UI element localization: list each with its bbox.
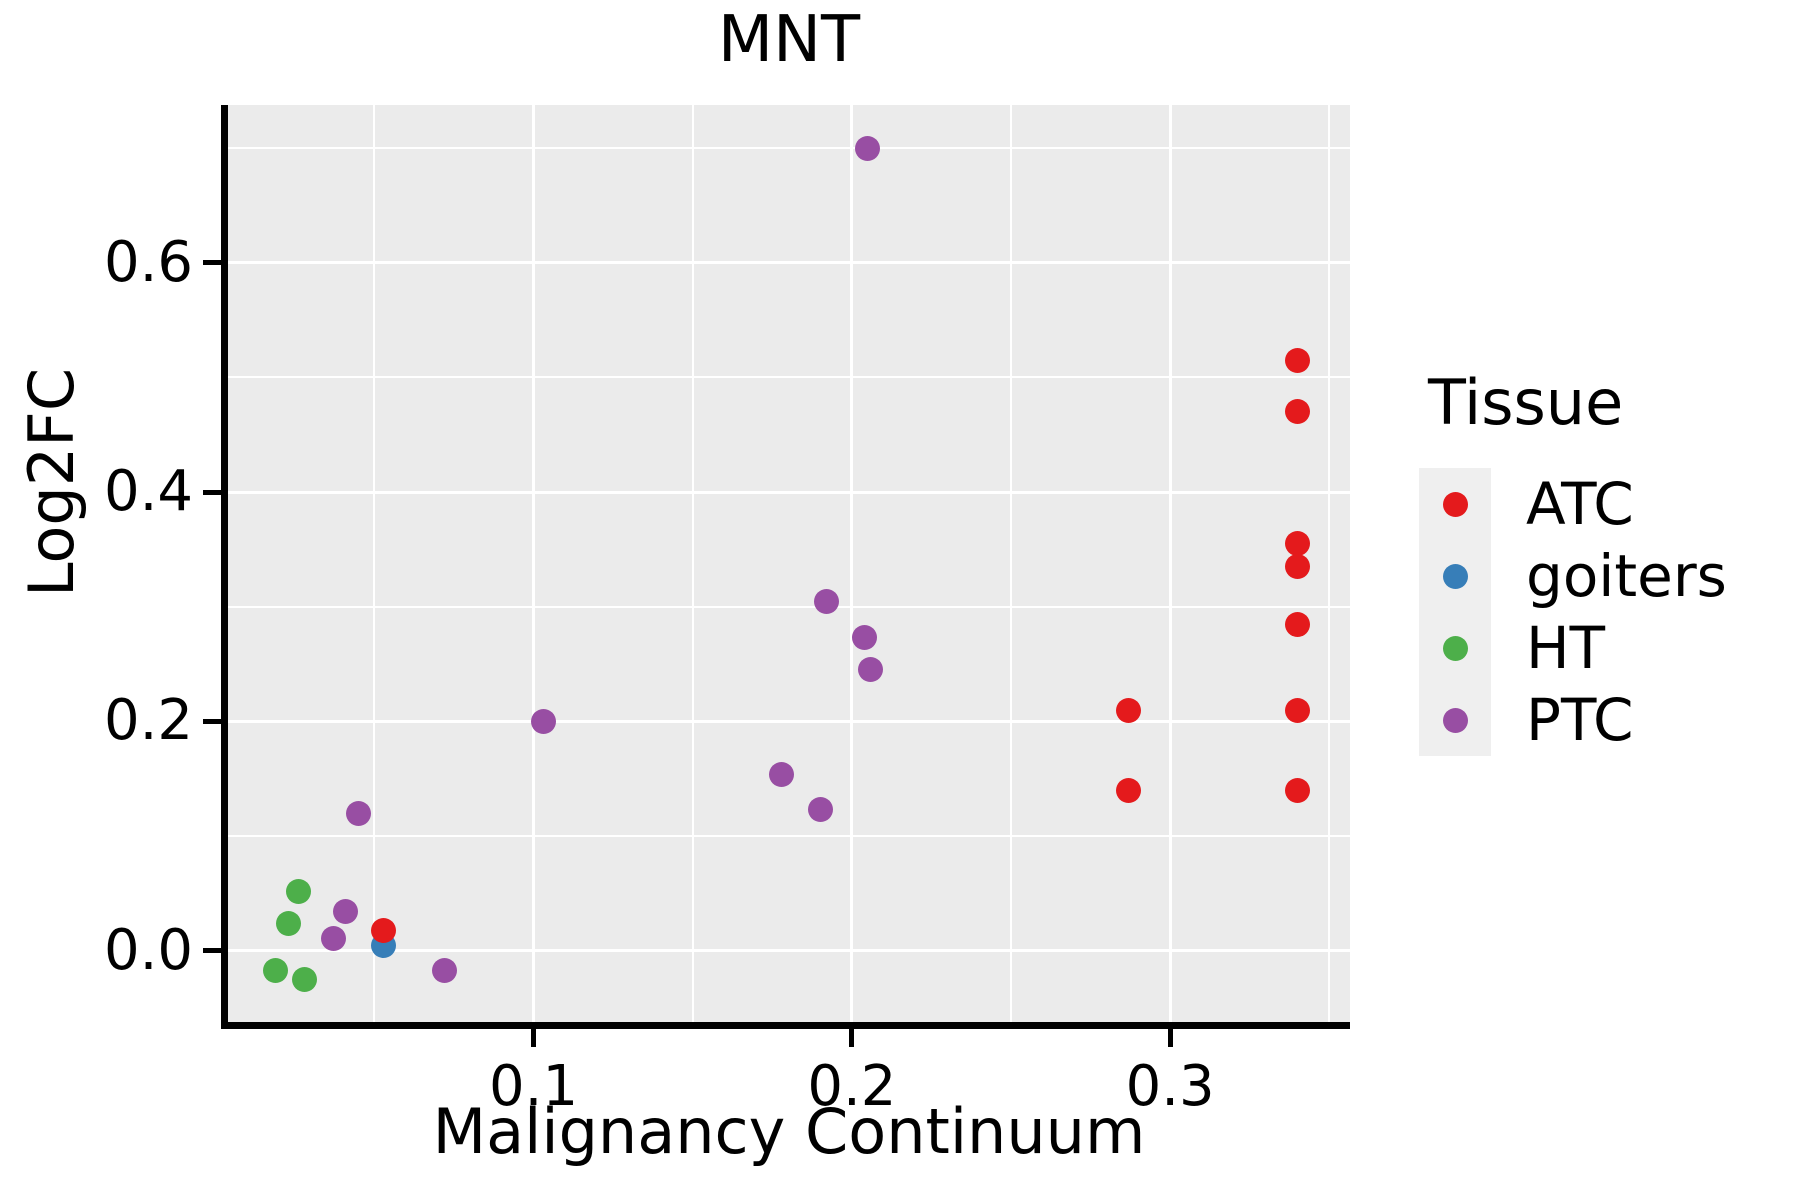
- legend-label-goiters: goiters: [1526, 542, 1727, 610]
- x-axis-tick: [531, 1029, 537, 1047]
- x-tick-label: 0.1: [489, 1054, 579, 1119]
- gridline-vertical-major: [1168, 105, 1172, 1022]
- data-point-PTC: [852, 625, 878, 651]
- gridline-vertical-major: [532, 105, 536, 1022]
- y-axis-tick: [203, 489, 221, 495]
- data-point-PTC: [333, 899, 359, 925]
- data-point-ATC: [1284, 347, 1310, 373]
- data-point-PTC: [813, 588, 839, 614]
- data-point-HT: [285, 878, 311, 904]
- data-point-ATC: [1284, 531, 1310, 557]
- data-point-PTC: [320, 925, 346, 951]
- x-tick-label: 0.3: [1125, 1054, 1215, 1119]
- y-tick-label: 0.4: [103, 459, 193, 525]
- legend-marker-ATC: [1443, 492, 1468, 517]
- y-axis-tick: [203, 718, 221, 724]
- data-point-ATC: [1284, 399, 1310, 425]
- gridline-vertical-major: [850, 105, 854, 1022]
- gridline-vertical-minor: [1328, 105, 1331, 1022]
- x-axis-title: Malignancy Continuum: [432, 1095, 1146, 1168]
- data-point-ATC: [1116, 697, 1142, 723]
- data-point-ATC: [1284, 611, 1310, 637]
- gridline-horizontal-minor: [228, 376, 1350, 379]
- x-axis-tick: [849, 1029, 855, 1047]
- data-point-ATC: [1116, 777, 1142, 803]
- legend-key-HT: [1419, 612, 1491, 684]
- legend-key-ATC: [1419, 468, 1491, 540]
- legend-label-HT: HT: [1526, 614, 1606, 682]
- plot-panel: [221, 105, 1350, 1029]
- y-axis-title: Log2FC: [15, 367, 88, 597]
- legend-title: Tissue: [1428, 366, 1624, 439]
- gridline-vertical-minor: [1010, 105, 1012, 1022]
- data-point-PTC: [858, 657, 884, 683]
- gridline-vertical-minor: [691, 105, 694, 1022]
- gridline-horizontal-minor: [228, 605, 1350, 608]
- data-point-HT: [275, 910, 301, 936]
- legend-marker-HT: [1443, 636, 1468, 661]
- legend-label-PTC: PTC: [1526, 686, 1634, 754]
- data-point-ATC: [371, 917, 397, 943]
- plot-title: MNT: [717, 3, 861, 77]
- gridline-horizontal-major: [228, 949, 1350, 953]
- legend-key-PTC: [1419, 684, 1491, 756]
- y-axis-tick: [203, 948, 221, 954]
- data-point-ATC: [1284, 777, 1310, 803]
- gridline-vertical-minor: [373, 105, 376, 1022]
- x-tick-label: 0.2: [807, 1054, 897, 1119]
- y-tick-label: 0.2: [103, 688, 193, 754]
- legend-key-goiters: [1419, 540, 1491, 612]
- data-point-PTC: [855, 135, 881, 161]
- data-point-HT: [263, 957, 289, 983]
- data-point-PTC: [769, 761, 795, 787]
- plot-area: [228, 105, 1350, 1022]
- legend: Tissue ATC goiters HT PTC: [1418, 360, 1798, 840]
- gridline-horizontal-major: [228, 719, 1350, 723]
- data-point-PTC: [431, 957, 457, 983]
- gridline-horizontal-major: [228, 490, 1350, 494]
- data-point-HT: [291, 967, 317, 993]
- y-tick-label: 0.6: [103, 229, 193, 295]
- gridline-horizontal-major: [228, 261, 1350, 265]
- data-point-ATC: [1284, 697, 1310, 723]
- legend-marker-goiters: [1443, 564, 1468, 589]
- y-tick-label: 0.0: [103, 917, 193, 983]
- gridline-horizontal-minor: [228, 147, 1350, 149]
- legend-marker-PTC: [1443, 708, 1468, 733]
- legend-label-ATC: ATC: [1526, 470, 1634, 538]
- data-point-PTC: [530, 708, 556, 734]
- x-axis-tick: [1167, 1029, 1173, 1047]
- data-point-PTC: [807, 797, 833, 823]
- y-axis-tick: [203, 260, 221, 266]
- data-point-PTC: [346, 800, 371, 826]
- gridline-horizontal-minor: [228, 835, 1350, 838]
- data-point-ATC: [1284, 554, 1310, 580]
